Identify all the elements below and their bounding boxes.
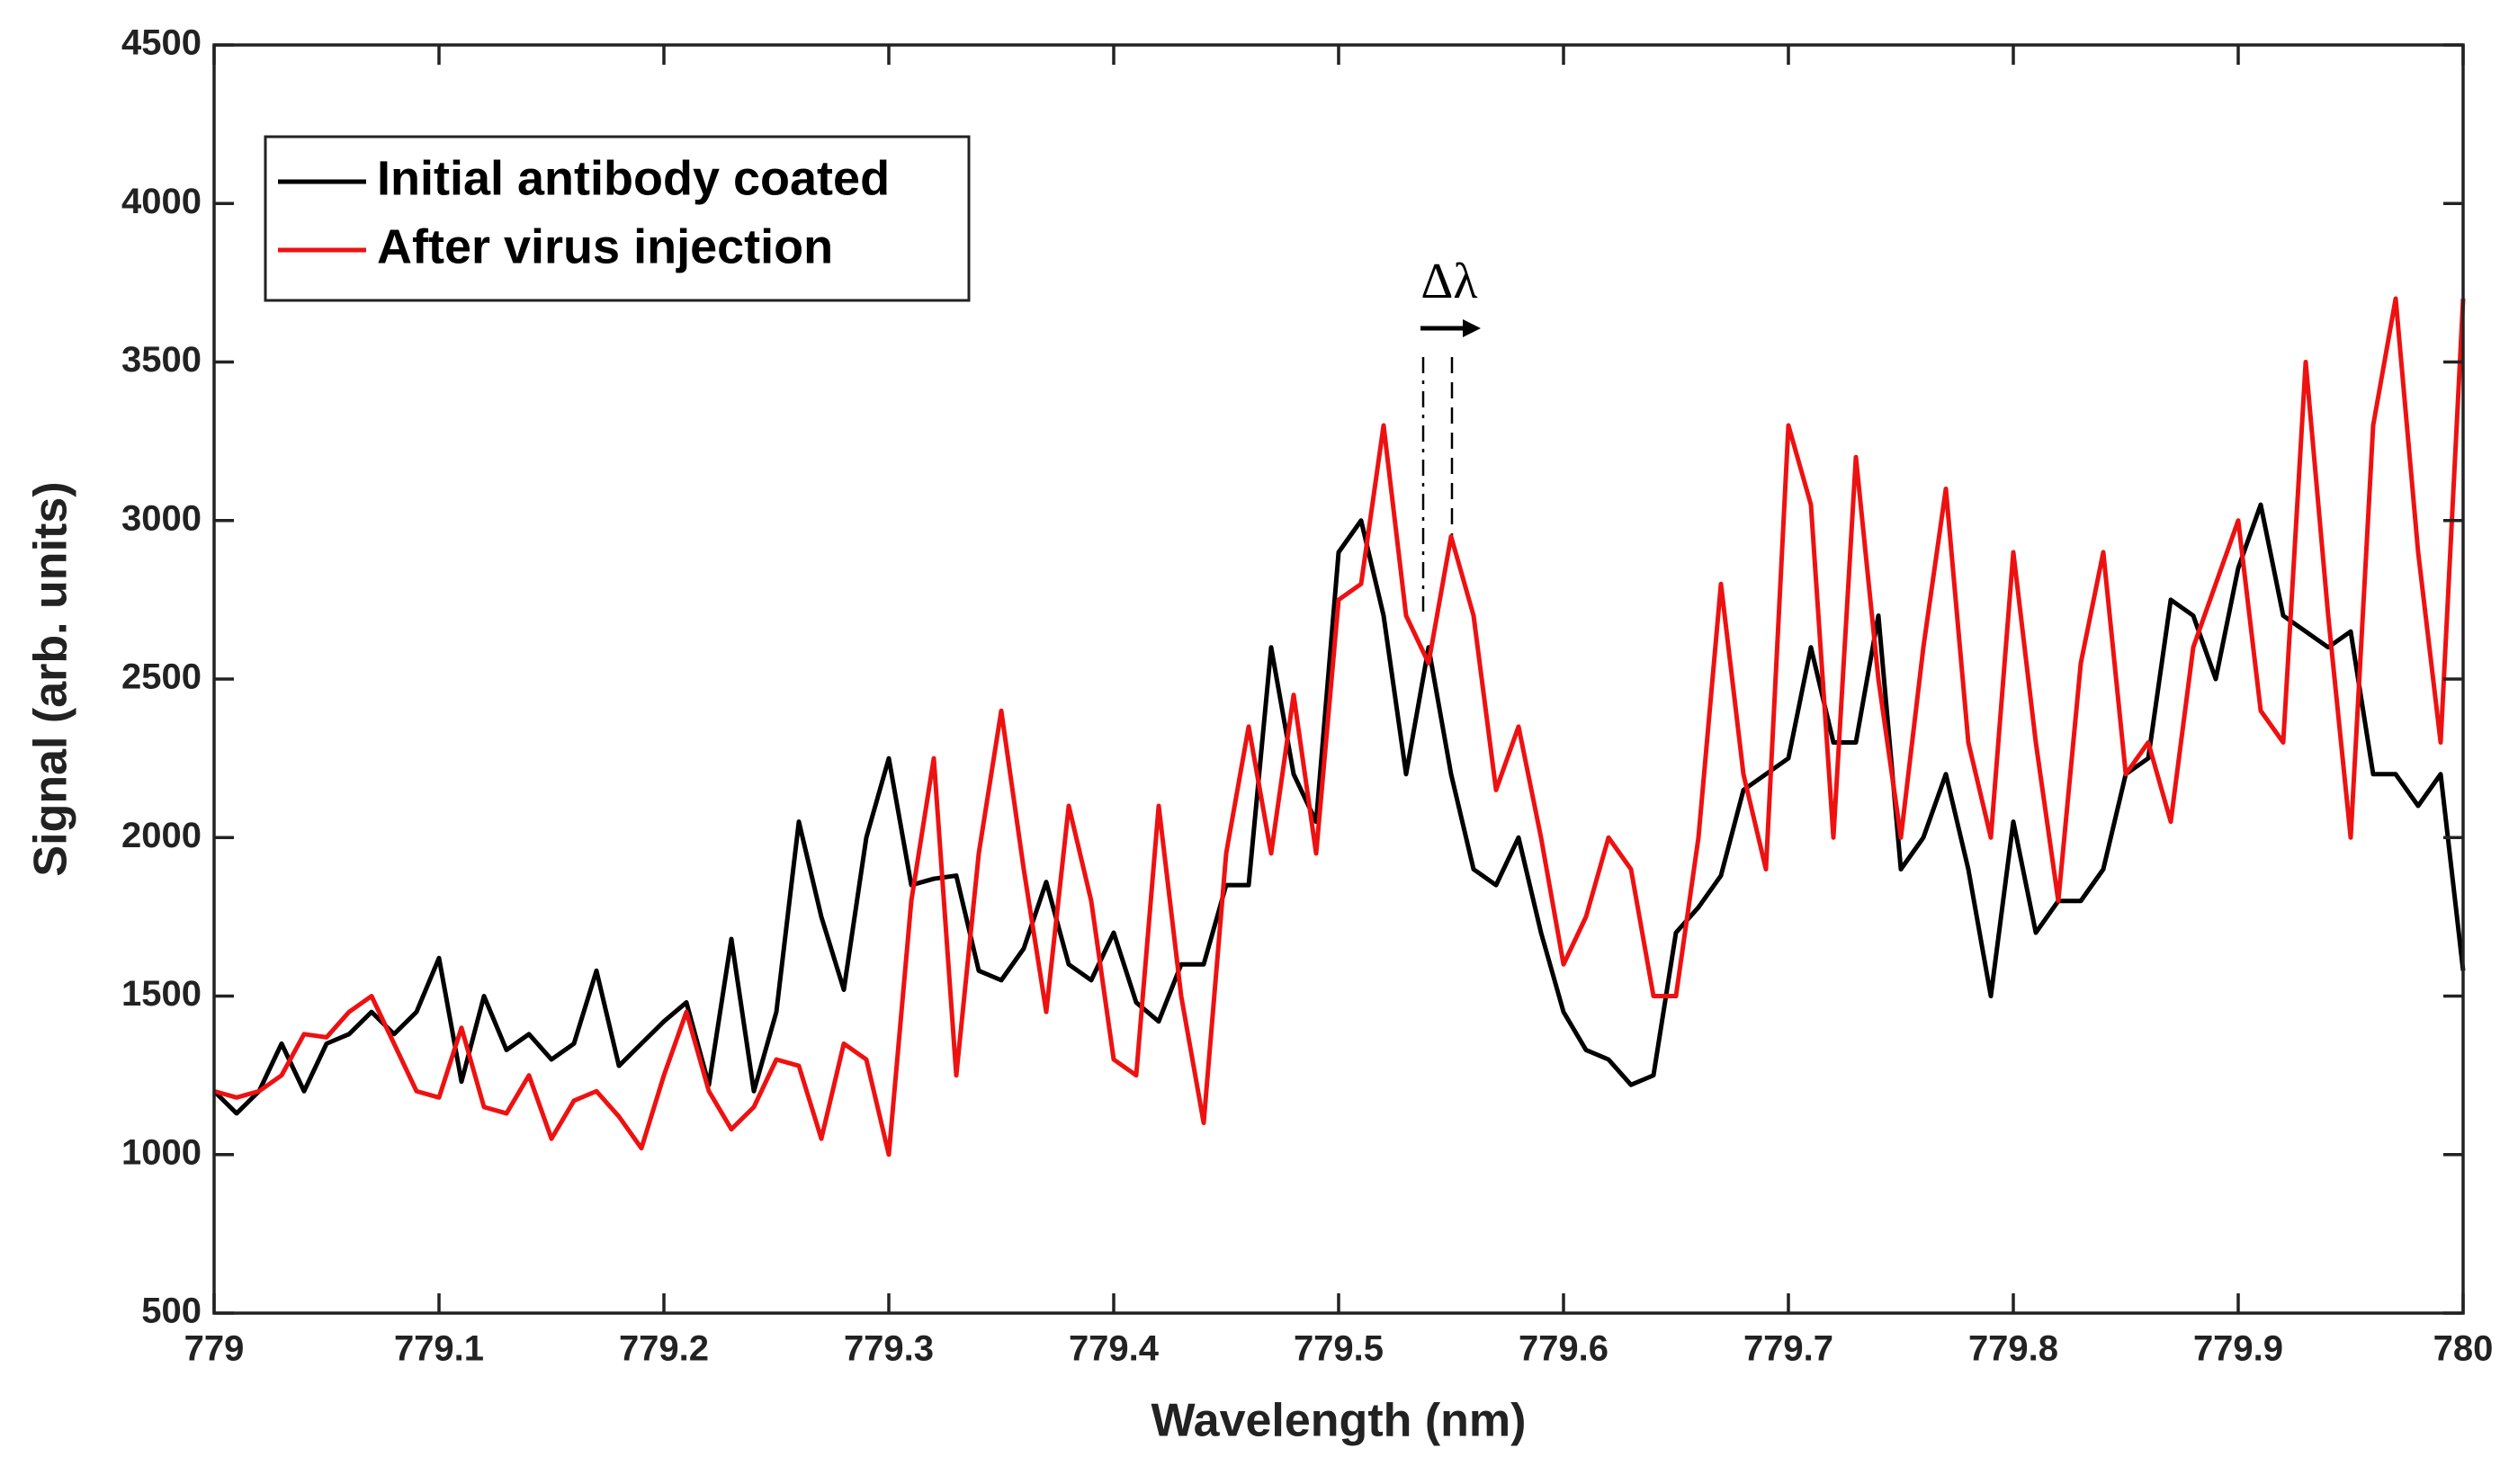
legend-label: After virus injection [377,219,833,273]
y-tick-label: 3000 [121,498,202,538]
x-tick-label: 779.6 [1519,1329,1608,1369]
y-tick-label: 3500 [121,340,202,380]
x-tick-label: 779.4 [1069,1329,1160,1369]
x-tick-label: 779 [184,1329,245,1369]
x-tick-label: 779.1 [394,1329,484,1369]
y-tick-label: 2500 [121,657,202,697]
data-line [213,296,2466,1158]
x-tick-label: 779.5 [1294,1329,1384,1369]
y-tick-label: 1000 [121,1132,202,1172]
arrow-head [1463,319,1481,337]
x-tick-label: 779.7 [1743,1329,1833,1369]
y-tick-label: 4000 [121,182,202,221]
legend: Initial antibody coated After virus injec… [264,135,971,302]
y-tick-label: 4500 [121,23,202,63]
x-tick-label: 779.3 [844,1329,934,1369]
x-tick-label: 779.2 [619,1329,709,1369]
x-tick-label: 779.8 [1968,1329,2058,1369]
x-tick-label: 780 [2433,1329,2494,1369]
legend-box [264,135,971,302]
data-line [212,502,2466,1116]
legend-label: Initial antibody coated [377,151,890,205]
x-tick-label: 779.9 [2193,1329,2283,1369]
y-tick-label: 500 [141,1292,202,1331]
x-axis-label: Wavelength (nm) [1151,1395,1527,1447]
y-axis-label: Signal (arb. units) [25,481,77,876]
y-tick-label: 1500 [121,974,202,1014]
annotation: Δλ [1420,254,1477,309]
y-tick-label: 2000 [121,816,202,855]
